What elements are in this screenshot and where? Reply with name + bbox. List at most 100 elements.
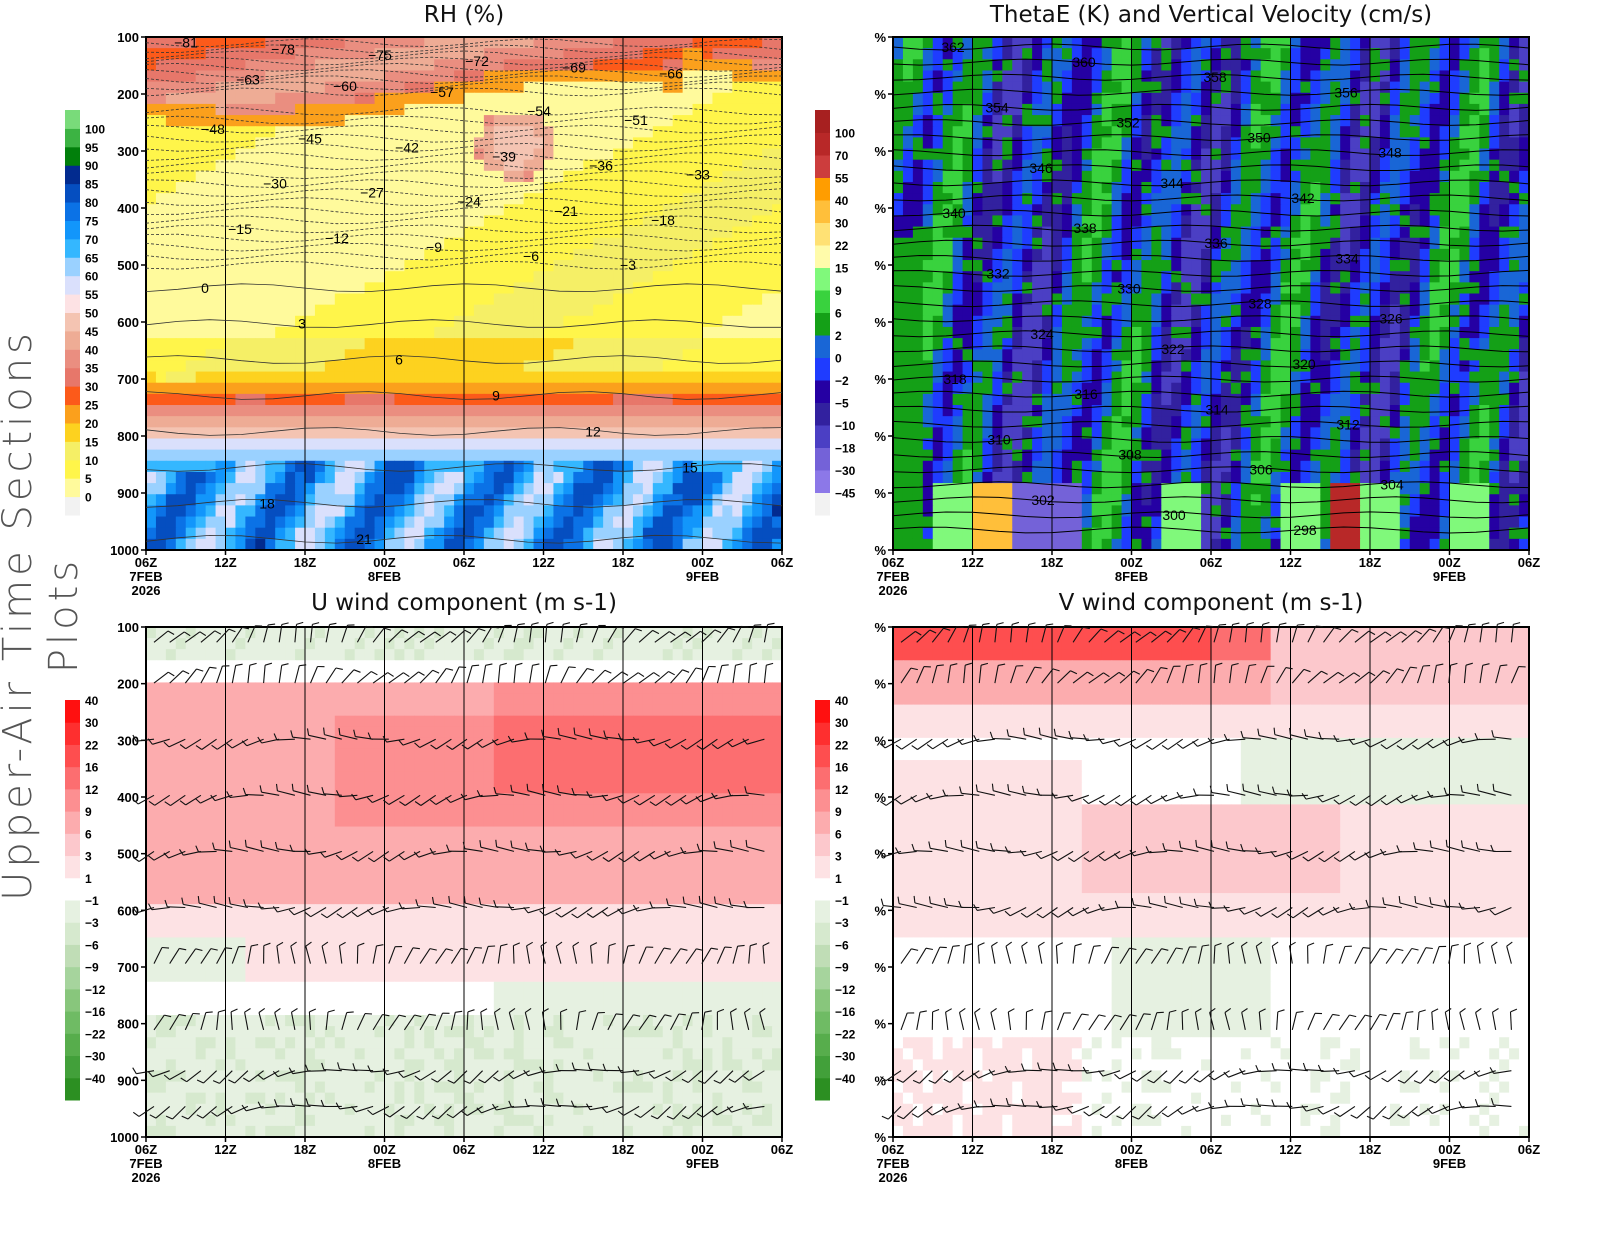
heatmap-cell [305,126,316,138]
heatmap-cell [702,304,714,317]
heatmap-cell [942,260,954,272]
heatmap-cell [632,59,644,72]
heatmap-cell [344,349,356,362]
heatmap-cell [265,538,276,551]
heatmap-cell [344,505,356,518]
heatmap-cell [1171,170,1182,183]
heatmap-cell [893,215,904,228]
heatmap-cell [543,59,555,72]
heatmap-cell [1181,193,1192,205]
heatmap-cell [603,126,614,138]
heatmap-cell [1469,293,1480,306]
heatmap-cell [444,59,455,72]
heatmap-cell [334,260,346,272]
heatmap-cell [613,159,624,172]
heatmap-cell [682,248,694,261]
heatmap-cell [613,438,624,451]
heatmap-cell [444,193,455,205]
heatmap-cell [692,538,704,551]
heatmap-cell [712,170,723,183]
heatmap-cell [503,304,515,317]
heatmap-cell [414,170,425,183]
heatmap-cell [374,349,386,362]
heatmap-cell [1340,37,1351,49]
heatmap-cell [195,37,207,49]
heatmap-cell [712,471,723,484]
heatmap-cell [1022,204,1033,217]
heatmap-cell [334,338,346,350]
heatmap-cell [1002,304,1013,317]
heatmap-cell [1350,103,1361,116]
heatmap-cell [893,92,904,105]
heatmap-cell [1240,181,1252,194]
heatmap-cell [1091,248,1103,261]
heatmap-cell [473,126,485,138]
heatmap-cell [1509,315,1520,328]
heatmap-cell [1131,115,1143,127]
heatmap-cell [932,338,944,350]
heatmap-cell [702,37,714,49]
heatmap-cell [762,137,773,150]
heatmap-cell [444,471,455,484]
heatmap-cell [553,315,564,328]
heatmap-cell [632,137,644,150]
heatmap-cell [245,226,256,239]
heatmap-cell [314,326,326,339]
heatmap-cell [1002,226,1013,239]
heatmap-cell [772,538,783,551]
heatmap-cell [982,37,993,49]
heatmap-cell [473,416,485,428]
heatmap-cell [146,92,157,105]
heatmap-cell [374,438,386,451]
heatmap-cell [503,271,515,283]
heatmap-cell [992,226,1003,239]
heatmap-cell [1280,159,1292,172]
heatmap-cell [603,427,614,440]
heatmap-cell [902,159,914,172]
heatmap-cell [682,282,694,295]
heatmap-cell [553,159,564,172]
heatmap-cell [893,193,904,205]
heatmap-cell [195,215,207,228]
heatmap-cell [1141,360,1152,373]
heatmap-cell [902,48,914,60]
heatmap-cell [902,260,914,272]
heatmap-cell [623,427,634,440]
heatmap-cell [573,115,584,127]
heatmap-cell [762,92,773,105]
heatmap-cell [1419,215,1431,228]
heatmap-cell [225,338,237,350]
heatmap-cell [613,215,624,228]
heatmap-cell [454,371,465,384]
heatmap-cell [1240,338,1252,350]
heatmap-cell [215,538,227,551]
heatmap-cell [1151,248,1162,261]
heatmap-cell [265,416,276,428]
heatmap-cell [962,226,974,239]
heatmap-cell [1181,92,1192,105]
heatmap-cell [374,260,386,272]
heatmap-cell [1409,215,1421,228]
heatmap-cell [712,315,723,328]
heatmap-cell [613,237,624,250]
heatmap-cell [1429,170,1441,183]
heatmap-cell [1061,271,1073,283]
heatmap-cell [295,92,306,105]
heatmap-cell [334,315,346,328]
heatmap-cell [444,126,455,138]
heatmap-cell [1300,204,1311,217]
heatmap-cell [1191,304,1202,317]
heatmap-cell [553,215,564,228]
heatmap-cell [1091,293,1103,306]
heatmap-cell [1330,126,1341,138]
heatmap-cell [1091,126,1103,138]
heatmap-cell [1032,204,1043,217]
heatmap-cell [1101,81,1113,94]
heatmap-cell [285,382,296,395]
heatmap-cell [942,181,954,194]
heatmap-cell [424,204,435,217]
heatmap-cell [1489,260,1500,272]
heatmap-cell [1280,326,1292,339]
heatmap-cell [454,148,465,161]
heatmap-cell [752,505,763,518]
